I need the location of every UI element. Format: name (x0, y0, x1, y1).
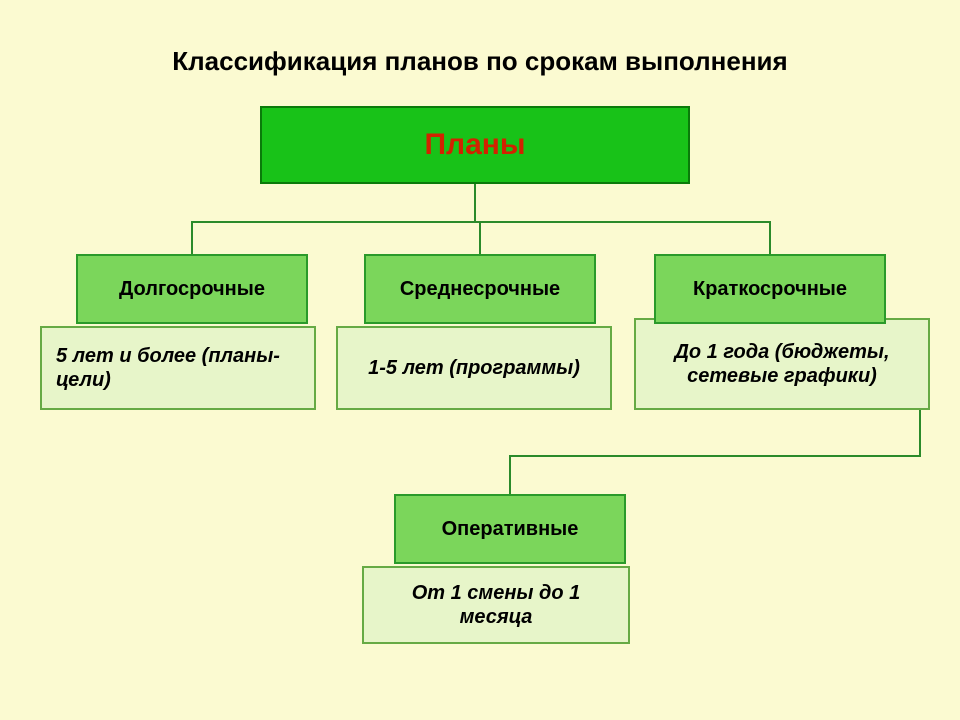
branch-long-detail: 5 лет и более (планы-цели) (40, 326, 316, 410)
diagram-title: Классификация планов по срокам выполнени… (0, 42, 960, 82)
branch-long-header: Долгосрочные (76, 254, 308, 324)
branch-mid-detail: 1-5 лет (программы) (336, 326, 612, 410)
operational-detail: От 1 смены до 1 месяца (362, 566, 630, 644)
root-node: Планы (260, 106, 690, 184)
branch-short-header: Краткосрочные (654, 254, 886, 324)
branch-short-detail: До 1 года (бюджеты, сетевые графики) (634, 318, 930, 410)
diagram-canvas: Классификация планов по срокам выполнени… (0, 0, 960, 720)
operational-header: Оперативные (394, 494, 626, 564)
branch-mid-header: Среднесрочные (364, 254, 596, 324)
